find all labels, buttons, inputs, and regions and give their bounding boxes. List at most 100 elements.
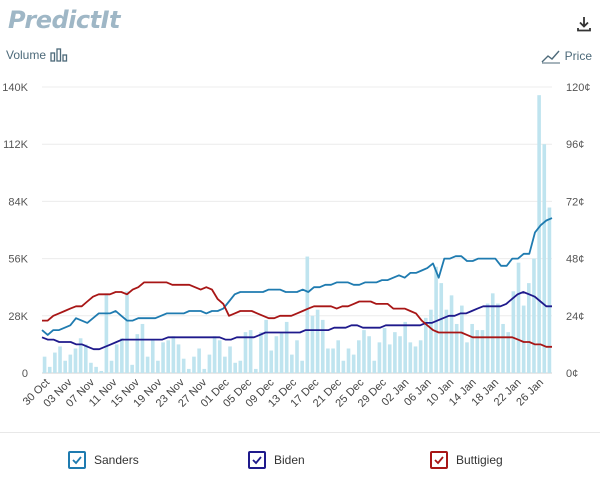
volume-bar <box>516 262 521 373</box>
volume-bar <box>63 360 67 373</box>
volume-bar <box>181 358 186 373</box>
legend-label-buttigieg: Buttigieg <box>456 453 503 467</box>
volume-bar <box>217 340 222 373</box>
volume-bar <box>511 291 516 373</box>
volume-bar <box>310 315 315 373</box>
y-left-tick-label: 56K <box>8 254 28 266</box>
volume-bar <box>192 356 196 373</box>
volume-bar <box>233 362 237 373</box>
volume-bar <box>336 340 341 373</box>
legend-label-sanders: Sanders <box>94 453 139 467</box>
volume-bar <box>269 350 274 373</box>
volume-bar <box>532 258 536 373</box>
volume-bar <box>197 348 201 373</box>
volume-bar <box>521 305 526 373</box>
y-right-tick-label: 96¢ <box>566 139 584 151</box>
volume-bar <box>326 348 330 373</box>
volume-bar <box>305 256 310 373</box>
y-right-tick-label: 24¢ <box>566 311 584 323</box>
checkbox-biden[interactable] <box>248 451 266 469</box>
volume-bar <box>223 356 227 373</box>
volume-bar <box>423 317 428 373</box>
volume-bar <box>176 344 181 373</box>
volume-bar <box>279 332 284 373</box>
volume-bar <box>496 303 500 373</box>
volume-bar <box>460 305 464 373</box>
volume-bar <box>114 344 119 373</box>
volume-bar <box>264 319 268 373</box>
volume-bar <box>125 291 129 373</box>
y-right-tick-label: 72¢ <box>566 196 584 208</box>
volume-bar <box>109 360 114 373</box>
volume-bar <box>444 309 449 373</box>
volume-bar <box>480 330 485 373</box>
volume-bar <box>454 323 459 373</box>
volume-bar <box>341 360 346 373</box>
predictit-logo: PredictIt <box>8 6 120 34</box>
volume-bar <box>413 346 418 373</box>
volume-label-text: Volume <box>6 48 47 62</box>
volume-bar <box>429 309 433 373</box>
y-right-tick-label: 0¢ <box>566 368 578 380</box>
volume-bar <box>387 344 392 373</box>
y-left-tick-label: 28K <box>8 311 28 323</box>
legend-label-biden: Biden <box>274 453 305 467</box>
checkmark-icon <box>72 456 82 465</box>
checkbox-sanders[interactable] <box>68 451 86 469</box>
volume-bar <box>506 332 511 373</box>
volume-axis-label: Volume <box>6 48 68 62</box>
y-left-tick-label: 84K <box>8 196 28 208</box>
volume-bar <box>470 323 474 373</box>
y-right-tick-label: 48¢ <box>566 254 584 266</box>
volume-bar <box>166 340 171 373</box>
y-left-tick-label: 112K <box>3 139 29 151</box>
volume-bar <box>439 283 444 373</box>
y-right-tick-label: 120¢ <box>566 82 590 94</box>
volume-bar <box>145 356 150 373</box>
volume-bar <box>320 319 325 373</box>
volume-bar <box>243 332 248 373</box>
volume-bar <box>42 356 47 373</box>
volume-bar <box>228 346 232 373</box>
legend-item-buttigieg[interactable]: Buttigieg <box>430 451 503 469</box>
volume-bar <box>527 283 531 373</box>
volume-bar <box>161 342 165 373</box>
volume-bar <box>171 336 176 373</box>
volume-bar <box>248 330 253 373</box>
download-icon[interactable] <box>574 14 594 34</box>
volume-bar <box>300 360 304 373</box>
legend-item-sanders[interactable]: Sanders <box>68 451 139 469</box>
volume-bar <box>94 366 98 373</box>
volume-bar <box>449 295 454 373</box>
volume-bar <box>465 342 469 373</box>
series-line-sanders <box>41 217 553 336</box>
volume-bar <box>104 293 109 373</box>
volume-bar <box>547 207 552 373</box>
volume-bar <box>475 330 480 373</box>
checkbox-buttigieg[interactable] <box>430 451 448 469</box>
volume-bar <box>290 354 294 373</box>
volume-bar <box>89 362 93 373</box>
checkmark-icon <box>434 456 444 465</box>
volume-bar <box>501 323 505 373</box>
volume-bar <box>78 338 83 373</box>
volume-bar <box>315 309 320 373</box>
volume-bar <box>403 321 407 373</box>
volume-bar <box>53 352 57 373</box>
volume-bar <box>99 370 104 373</box>
legend-item-biden[interactable]: Biden <box>248 451 305 469</box>
volume-bar <box>207 354 212 373</box>
volume-bar <box>377 342 382 373</box>
volume-bar <box>212 336 217 373</box>
volume-bar <box>372 360 377 373</box>
volume-bar <box>408 342 413 373</box>
volume-bar <box>537 95 541 373</box>
price-axis-label: Price <box>541 48 592 64</box>
volume-bar <box>418 340 423 373</box>
volume-bar <box>346 348 351 373</box>
series-line-biden <box>41 291 552 351</box>
volume-bar <box>485 303 490 373</box>
volume-bar <box>150 340 155 373</box>
volume-bar <box>130 364 134 373</box>
